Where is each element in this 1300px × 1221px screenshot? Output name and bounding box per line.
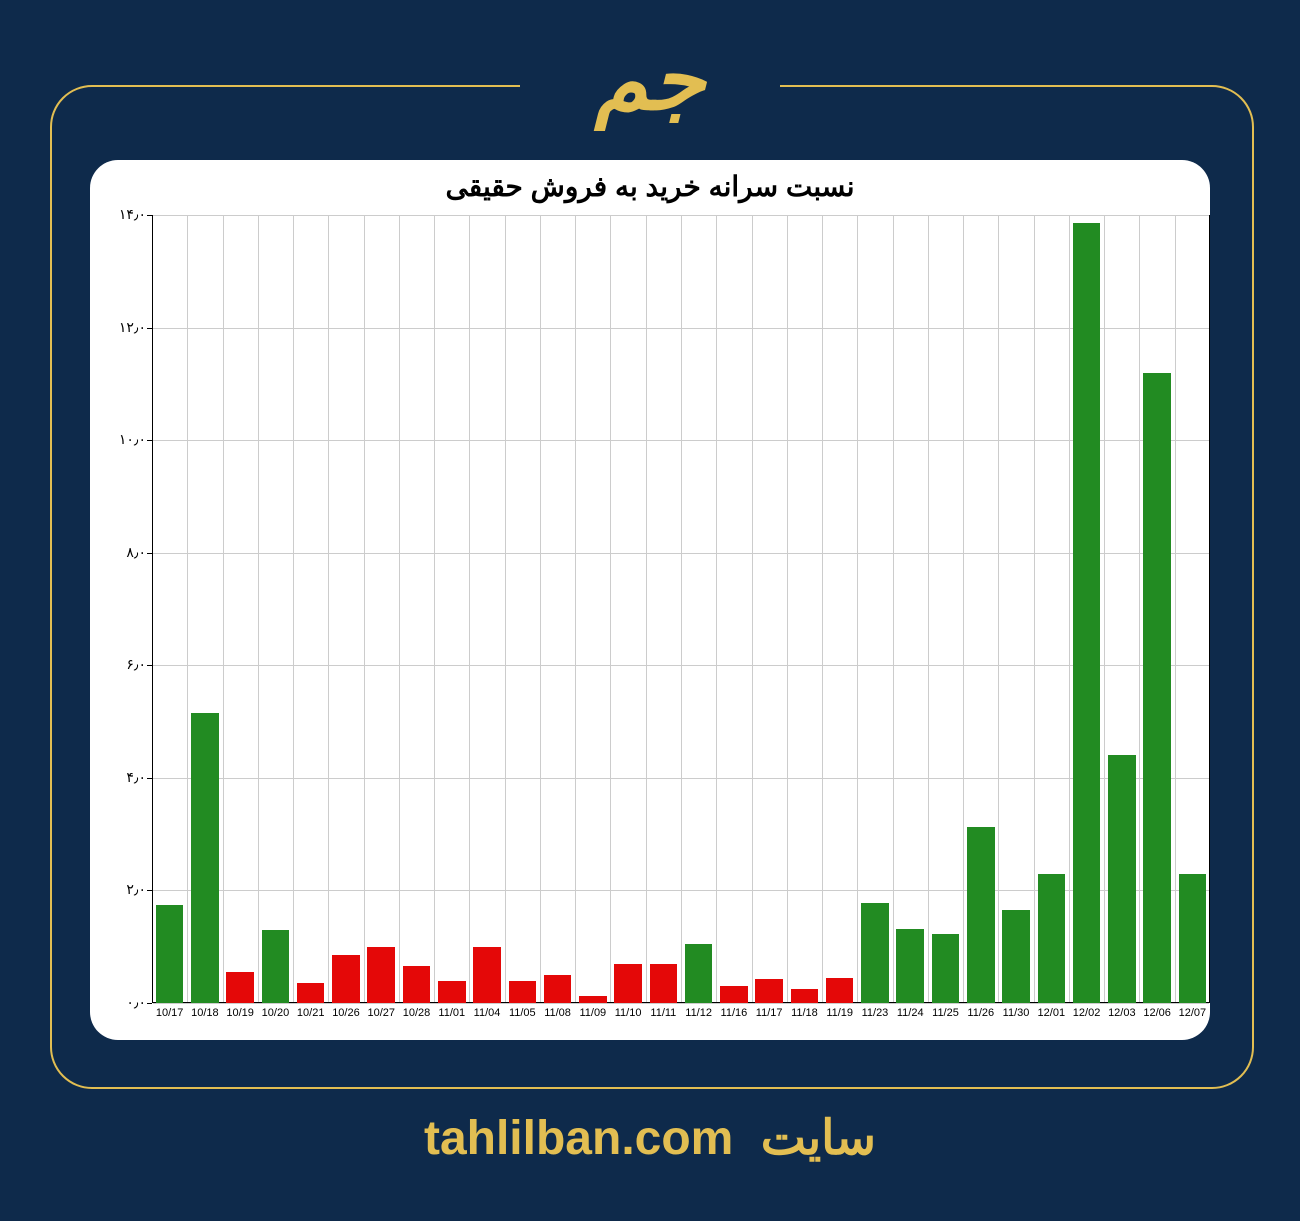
bar	[1179, 874, 1207, 1003]
x-tick-label: 11/10	[610, 1007, 646, 1019]
bar	[156, 905, 184, 1004]
x-tick-label: 11/19	[822, 1007, 858, 1019]
x-tick-label: 11/30	[998, 1007, 1034, 1019]
y-tick-label: ۶٫۰	[104, 656, 146, 673]
bar	[1143, 373, 1171, 1003]
bar	[614, 964, 642, 1003]
bar	[861, 903, 889, 1003]
bar	[1108, 755, 1136, 1003]
y-tick	[147, 440, 152, 441]
x-tick-label: 12/06	[1139, 1007, 1175, 1019]
y-tick-label: ۱۲٫۰	[104, 319, 146, 336]
gridline	[153, 1003, 1209, 1004]
bars-container	[152, 215, 1210, 1003]
x-tick-label: 10/26	[328, 1007, 364, 1019]
x-tick-label: 10/17	[152, 1007, 188, 1019]
bar	[650, 964, 678, 1003]
bar	[932, 934, 960, 1003]
y-tick	[147, 665, 152, 666]
x-tick-label: 12/02	[1069, 1007, 1105, 1019]
x-tick-label: 11/05	[504, 1007, 540, 1019]
bar	[720, 986, 748, 1003]
bar	[826, 978, 854, 1003]
x-tick-label: 10/18	[187, 1007, 223, 1019]
bar	[1073, 223, 1101, 1003]
x-tick-label: 12/07	[1174, 1007, 1210, 1019]
x-tick-label: 11/25	[928, 1007, 964, 1019]
bar	[896, 929, 924, 1003]
footer: tahlilban.com سایت	[0, 1110, 1300, 1166]
page: جم نسبت سرانه خرید به فروش حقیقی ۰٫۰ ۲٫۰ ۴…	[0, 0, 1300, 1221]
y-tick-label: ۱۴٫۰	[104, 206, 146, 223]
x-tick-label: 11/08	[540, 1007, 576, 1019]
bar	[367, 947, 395, 1003]
bar	[297, 983, 325, 1003]
y-tick	[147, 1003, 152, 1004]
x-tick-label: 11/09	[575, 1007, 611, 1019]
x-tick-label: 11/12	[681, 1007, 717, 1019]
bar	[332, 955, 360, 1003]
x-tick-label: 10/27	[363, 1007, 399, 1019]
y-tick	[147, 553, 152, 554]
bar	[967, 827, 995, 1003]
x-tick-label: 11/17	[751, 1007, 787, 1019]
x-tick-label: 11/24	[892, 1007, 928, 1019]
x-tick-label: 10/20	[257, 1007, 293, 1019]
bar	[473, 947, 501, 1003]
logo-text: جم	[520, 25, 780, 135]
y-tick-label: ۰٫۰	[104, 994, 146, 1011]
x-tick-label: 11/18	[786, 1007, 822, 1019]
y-tick	[147, 778, 152, 779]
footer-url: tahlilban.com	[424, 1112, 733, 1165]
bar	[579, 996, 607, 1003]
footer-site-label: سایت	[761, 1112, 876, 1165]
y-tick-label: ۸٫۰	[104, 544, 146, 561]
x-tick-label: 12/03	[1104, 1007, 1140, 1019]
x-tick-label: 11/01	[434, 1007, 470, 1019]
x-tick-label: 11/04	[469, 1007, 505, 1019]
chart-title: نسبت سرانه خرید به فروش حقیقی	[90, 170, 1210, 203]
bar	[685, 944, 713, 1003]
bar	[191, 713, 219, 1003]
y-tick-label: ۴٫۰	[104, 769, 146, 786]
chart-plot-area	[152, 215, 1210, 1003]
bar	[755, 979, 783, 1003]
bar	[1038, 874, 1066, 1003]
x-tick-label: 12/01	[1033, 1007, 1069, 1019]
bar	[226, 972, 254, 1003]
y-tick-label: ۲٫۰	[104, 881, 146, 898]
x-tick-label: 11/11	[645, 1007, 681, 1019]
bar	[438, 981, 466, 1004]
bar	[544, 975, 572, 1003]
y-tick-label: ۱۰٫۰	[104, 431, 146, 448]
x-tick-label: 10/21	[293, 1007, 329, 1019]
x-tick-label: 11/16	[716, 1007, 752, 1019]
y-tick	[147, 890, 152, 891]
y-tick	[147, 215, 152, 216]
bar	[403, 966, 431, 1003]
x-tick-label: 10/28	[399, 1007, 435, 1019]
y-tick	[147, 328, 152, 329]
bar	[262, 930, 290, 1003]
bar	[1002, 910, 1030, 1003]
x-tick-label: 10/19	[222, 1007, 258, 1019]
bar	[791, 989, 819, 1003]
x-tick-label: 11/23	[857, 1007, 893, 1019]
x-tick-label: 11/26	[963, 1007, 999, 1019]
bar	[509, 981, 537, 1004]
